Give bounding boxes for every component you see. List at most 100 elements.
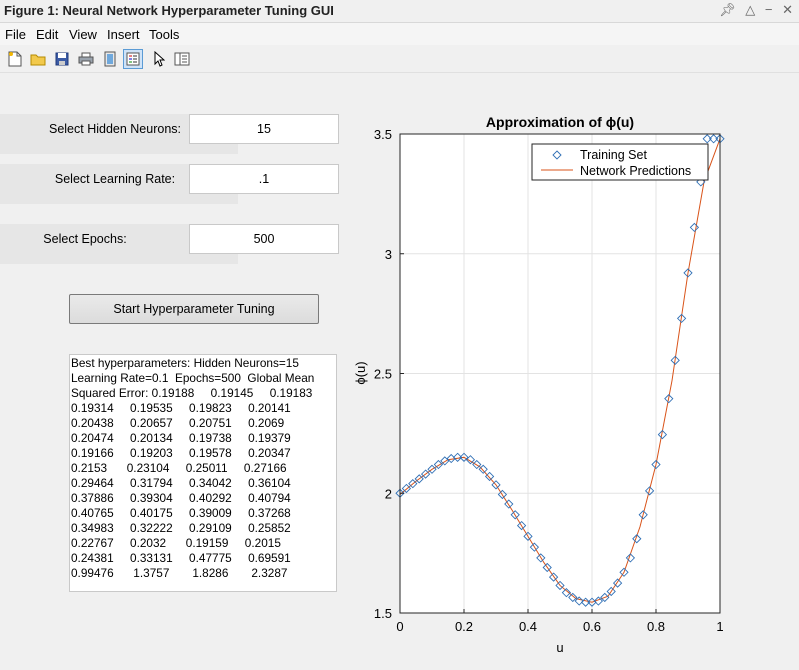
legend-toggle-icon[interactable] xyxy=(123,49,143,69)
learning-rate-input[interactable]: .1 xyxy=(189,164,339,194)
new-file-icon[interactable] xyxy=(6,50,24,68)
pointer-icon[interactable] xyxy=(150,50,168,68)
training-point xyxy=(670,355,680,365)
training-point xyxy=(612,578,623,588)
minimize-icon[interactable]: − xyxy=(764,2,773,17)
training-point xyxy=(504,499,514,509)
training-point xyxy=(484,471,495,482)
hidden-neurons-input[interactable]: 15 xyxy=(189,114,339,144)
training-point xyxy=(427,464,437,474)
training-point xyxy=(689,222,700,233)
property-editor-icon[interactable] xyxy=(173,50,191,68)
training-point xyxy=(651,459,661,470)
x-tick-label: 0.6 xyxy=(583,619,601,634)
training-point xyxy=(555,580,565,591)
results-line: 0.20438 0.20657 0.20751 0.2069 xyxy=(71,416,285,430)
training-point xyxy=(568,592,578,603)
results-line: 0.19314 0.19535 0.19823 0.20141 xyxy=(71,401,291,415)
y-tick-label: 3.5 xyxy=(374,127,392,142)
training-point xyxy=(683,268,693,278)
y-tick-label: 2.5 xyxy=(374,367,392,382)
menu-file[interactable]: File xyxy=(5,27,26,42)
legend-marker-training xyxy=(552,150,562,160)
results-line: 0.37886 0.39304 0.40292 0.40794 xyxy=(71,491,291,505)
start-tuning-button[interactable]: Start Hyperparameter Tuning xyxy=(69,294,319,324)
open-folder-icon[interactable] xyxy=(29,50,47,68)
training-point xyxy=(420,469,431,479)
legend-diamond xyxy=(552,150,562,160)
x-tick-label: 0.4 xyxy=(519,619,537,634)
x-tick-label: 0.2 xyxy=(455,619,473,634)
training-point xyxy=(472,459,482,470)
pin-icon[interactable]: 📌︎ xyxy=(719,2,736,17)
training-point xyxy=(638,510,648,520)
legend: Training Set Network Predictions xyxy=(531,143,709,181)
save-icon[interactable] xyxy=(53,50,71,68)
results-line: 0.24381 0.33131 0.47775 0.69591 xyxy=(71,551,291,565)
training-point xyxy=(497,489,508,500)
menu-insert[interactable]: Insert xyxy=(107,27,140,42)
results-textbox[interactable]: Best hyperparameters: Hidden Neurons=15 … xyxy=(69,354,337,592)
training-point xyxy=(632,534,642,544)
x-tick-label: 0.8 xyxy=(647,619,665,634)
training-point xyxy=(606,586,616,597)
training-point xyxy=(523,531,533,541)
hidden-neurons-label: Select Hidden Neurons: xyxy=(48,122,182,136)
print-icon[interactable] xyxy=(77,50,95,68)
learning-rate-label: Select Learning Rate: xyxy=(54,172,176,186)
undock-icon[interactable]: △ xyxy=(745,2,756,17)
results-line: Learning Rate=0.1 Epochs=500 Global Mean xyxy=(71,371,315,385)
y-tick-label: 2 xyxy=(385,486,392,501)
window-controls: 📌︎ △ − ✕ xyxy=(713,2,793,18)
axis-ticks: 0 0.2 0.4 0.6 0.8 1 1.5 2 2.5 3 3.5 xyxy=(374,127,724,634)
training-point xyxy=(510,510,520,520)
training-point xyxy=(414,474,424,484)
legend-box xyxy=(531,143,709,181)
window-title: Figure 1: Neural Network Hyperparameter … xyxy=(4,3,334,18)
close-icon[interactable]: ✕ xyxy=(782,2,793,17)
link-plot-icon[interactable] xyxy=(101,50,119,68)
training-point xyxy=(542,562,552,573)
training-point xyxy=(452,452,463,462)
results-line: 0.20474 0.20134 0.19738 0.19379 xyxy=(71,431,291,445)
training-point xyxy=(440,456,450,466)
training-point xyxy=(548,572,559,582)
menu-bar: File Edit View Insert Tools xyxy=(0,23,799,45)
training-point xyxy=(536,553,546,563)
menu-edit[interactable]: Edit xyxy=(36,27,59,42)
training-point xyxy=(708,134,719,144)
training-point xyxy=(465,455,476,465)
training-point xyxy=(516,520,527,531)
y-tick-label: 1.5 xyxy=(374,606,392,621)
training-point xyxy=(619,567,629,577)
x-tick-label: 0 xyxy=(396,619,403,634)
training-point xyxy=(644,486,655,496)
training-point xyxy=(459,452,469,462)
training-point xyxy=(593,596,604,606)
training-point xyxy=(600,592,610,603)
epochs-input[interactable]: 500 xyxy=(189,224,339,254)
x-axis-label: u xyxy=(556,640,563,655)
training-point xyxy=(478,464,488,474)
training-point xyxy=(401,483,412,494)
menu-tools[interactable]: Tools xyxy=(149,27,180,42)
x-tick-label: 1 xyxy=(716,619,723,634)
results-line: 0.34983 0.32222 0.29109 0.25852 xyxy=(71,521,291,535)
results-line: 0.19166 0.19203 0.19578 0.20347 xyxy=(71,446,291,460)
window-titlebar: Figure 1: Neural Network Hyperparameter … xyxy=(0,0,799,23)
prediction-line xyxy=(399,138,721,603)
training-point xyxy=(574,596,584,606)
menu-view[interactable]: View xyxy=(69,27,97,42)
results-line: 0.2153 0.23104 0.25011 0.27166 xyxy=(71,461,287,475)
training-point xyxy=(696,177,706,187)
training-point xyxy=(408,479,418,489)
training-point xyxy=(580,597,591,607)
legend-entry-training: Training Set xyxy=(580,148,647,162)
training-point xyxy=(491,480,501,490)
results-line: 0.22767 0.2032 0.19159 0.2015 xyxy=(71,536,281,550)
figure-toolbar xyxy=(0,46,799,73)
results-line: 0.40765 0.40175 0.39009 0.37268 xyxy=(71,506,291,520)
legend-entry-prediction: Network Predictions xyxy=(580,164,691,178)
results-line: 0.99476 1.3757 1.8286 2.3287 xyxy=(71,566,288,580)
training-point xyxy=(625,553,636,563)
